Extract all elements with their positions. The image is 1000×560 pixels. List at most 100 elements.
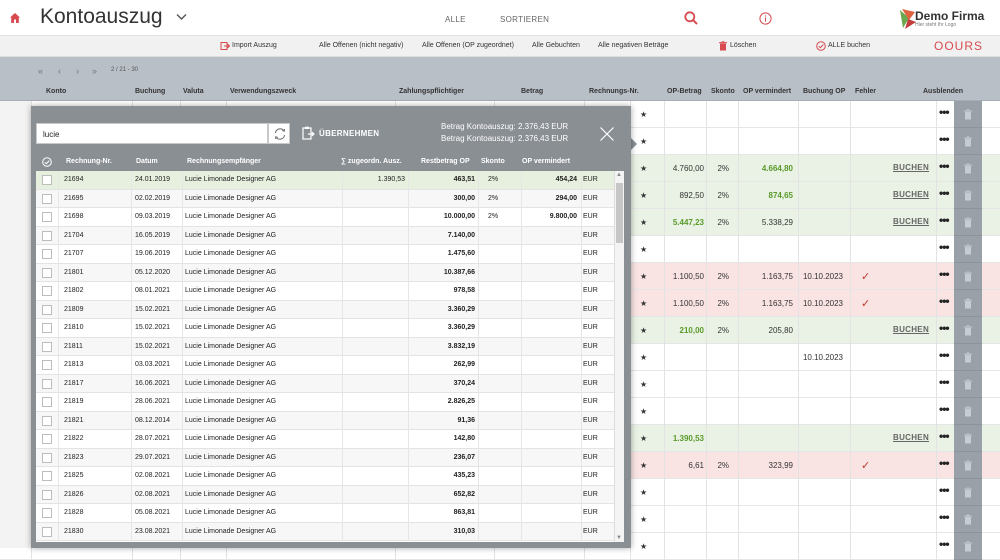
pcol-empfaenger[interactable]: Rechnungsempfänger	[187, 158, 261, 165]
last-page-icon[interactable]: »	[92, 66, 98, 76]
pcol-op-vermindert[interactable]: OP vermindert	[522, 158, 571, 165]
star-icon[interactable]: ★	[640, 407, 648, 416]
filter-offen-op[interactable]: Alle Offenen (OP zugeordnet)	[422, 42, 514, 49]
delete-row-button[interactable]	[954, 128, 982, 155]
invoice-checkbox[interactable]	[42, 286, 52, 296]
delete-row-button[interactable]	[954, 101, 982, 128]
invoice-checkbox[interactable]	[42, 304, 52, 315]
delete-row-button[interactable]	[954, 236, 982, 263]
pcol-datum[interactable]: Datum	[136, 158, 158, 165]
star-icon[interactable]: ★	[640, 299, 648, 308]
col-op-betrag[interactable]: OP-Betrag	[667, 88, 702, 95]
import-icon[interactable]	[220, 41, 230, 51]
more-icon[interactable]: •••	[939, 294, 950, 308]
delete-row-button[interactable]	[954, 344, 982, 371]
scroll-up-icon[interactable]: ▲	[616, 172, 622, 178]
more-icon[interactable]: •••	[939, 213, 950, 227]
more-icon[interactable]: •••	[939, 267, 950, 281]
first-page-icon[interactable]: «	[38, 66, 44, 76]
star-icon[interactable]: ★	[640, 461, 648, 470]
pcol-skonto[interactable]: Skonto	[481, 158, 505, 165]
invoice-checkbox[interactable]	[42, 397, 52, 407]
star-icon[interactable]: ★	[640, 326, 648, 335]
col-fehler[interactable]: Fehler	[855, 88, 877, 95]
col-ausblenden[interactable]: Ausblenden	[923, 88, 964, 95]
star-icon[interactable]: ★	[640, 191, 648, 200]
invoice-row[interactable]: 21813 03.03.2021 Lucie Limonade Designer A…	[36, 356, 614, 375]
invoice-row[interactable]: 21698 09.03.2019 Lucie Limonade Designer A…	[36, 208, 614, 227]
invoice-row[interactable]: 21810 15.02.2021 Lucie Limonade Designer A…	[36, 319, 614, 338]
nav-sortieren[interactable]: SORTIEREN	[500, 15, 550, 24]
star-icon[interactable]: ★	[640, 164, 648, 173]
prev-page-icon[interactable]: ‹	[58, 66, 61, 76]
delete-row-button[interactable]	[954, 506, 982, 533]
invoice-row[interactable]: 21694 24.01.2019 Lucie Limonade Designer A…	[36, 171, 614, 190]
invoice-checkbox[interactable]	[42, 267, 52, 278]
invoice-checkbox[interactable]	[42, 526, 52, 537]
invoice-checkbox[interactable]	[42, 471, 52, 481]
invoice-checkbox[interactable]	[42, 193, 52, 204]
filter-negativ[interactable]: Alle negativen Beträge	[598, 42, 669, 49]
more-icon[interactable]: •••	[939, 402, 950, 416]
invoice-checkbox[interactable]	[42, 230, 52, 241]
invoice-row[interactable]: 21695 02.02.2019 Lucie Limonade Designer A…	[36, 189, 614, 208]
delete-row-button[interactable]	[954, 452, 982, 479]
more-icon[interactable]: •••	[939, 159, 950, 173]
star-icon[interactable]: ★	[640, 137, 648, 146]
more-icon[interactable]: •••	[939, 510, 950, 524]
more-icon[interactable]: •••	[939, 483, 950, 497]
book-all-button[interactable]: ALLE buchen	[828, 42, 871, 49]
invoice-checkbox[interactable]	[42, 341, 52, 352]
delete-row-button[interactable]	[954, 533, 982, 560]
col-buchung[interactable]: Buchung	[135, 88, 166, 95]
col-valuta[interactable]: Valuta	[183, 88, 204, 95]
buchen-link[interactable]: BUCHEN	[893, 163, 930, 172]
star-icon[interactable]: ★	[640, 515, 648, 524]
more-icon[interactable]: •••	[939, 348, 950, 362]
delete-row-button[interactable]	[954, 425, 982, 452]
next-page-icon[interactable]: ›	[76, 66, 79, 76]
check-circle-icon[interactable]	[816, 41, 826, 51]
invoice-checkbox[interactable]	[42, 489, 52, 500]
more-icon[interactable]: •••	[939, 429, 950, 443]
star-icon[interactable]: ★	[640, 542, 648, 551]
buchen-link[interactable]: BUCHEN	[893, 325, 930, 334]
invoice-row[interactable]: 21823 29.07.2021 Lucie Limonade Designer A…	[36, 448, 614, 467]
filter-gebuchten[interactable]: Alle Gebuchten	[532, 42, 580, 49]
invoice-checkbox[interactable]	[42, 434, 52, 444]
more-icon[interactable]: •••	[939, 240, 950, 254]
star-icon[interactable]: ★	[640, 110, 648, 119]
invoice-table-scrollbar[interactable]: ▲ ▼	[614, 171, 624, 542]
trash-icon[interactable]	[718, 41, 728, 51]
star-icon[interactable]: ★	[640, 245, 648, 254]
col-konto[interactable]: Konto	[46, 88, 67, 95]
invoice-checkbox[interactable]	[42, 508, 52, 518]
invoice-checkbox[interactable]	[42, 175, 52, 185]
col-skonto[interactable]: Skonto	[711, 88, 735, 95]
chevron-down-icon[interactable]	[176, 13, 187, 21]
col-op-vermindert[interactable]: OP vermindert	[743, 88, 792, 95]
invoice-row[interactable]: 21704 16.05.2019 Lucie Limonade Designer A…	[36, 226, 614, 245]
invoice-checkbox[interactable]	[42, 415, 52, 426]
invoice-row[interactable]: 21802 08.01.2021 Lucie Limonade Designer A…	[36, 282, 614, 301]
more-icon[interactable]: •••	[939, 537, 950, 551]
invoice-row[interactable]: 21707 19.06.2019 Lucie Limonade Designer A…	[36, 245, 614, 264]
delete-row-button[interactable]	[954, 155, 982, 182]
scroll-down-icon[interactable]: ▼	[616, 535, 622, 541]
delete-row-button[interactable]	[954, 317, 982, 344]
pcol-zugeordnet[interactable]: ∑ zugeordn. Ausz.	[341, 158, 402, 165]
more-icon[interactable]: •••	[939, 456, 950, 470]
close-icon[interactable]	[599, 126, 615, 142]
invoice-row[interactable]: 21826 02.08.2021 Lucie Limonade Designer A…	[36, 485, 614, 504]
col-buchung-op[interactable]: Buchung OP	[803, 88, 846, 95]
delete-row-button[interactable]	[954, 209, 982, 236]
nav-alle[interactable]: ALLE	[445, 15, 466, 24]
invoice-row[interactable]: 21819 28.06.2021 Lucie Limonade Designer A…	[36, 393, 614, 412]
invoice-row[interactable]: 21822 28.07.2021 Lucie Limonade Designer A…	[36, 430, 614, 449]
buchen-link[interactable]: BUCHEN	[893, 190, 930, 199]
col-rechnungs-nr[interactable]: Rechnungs-Nr.	[589, 88, 639, 95]
delete-row-button[interactable]	[954, 398, 982, 425]
search-icon[interactable]	[684, 11, 698, 25]
star-icon[interactable]: ★	[640, 353, 648, 362]
pcol-rechnung-nr[interactable]: Rechnung-Nr.	[66, 158, 112, 165]
